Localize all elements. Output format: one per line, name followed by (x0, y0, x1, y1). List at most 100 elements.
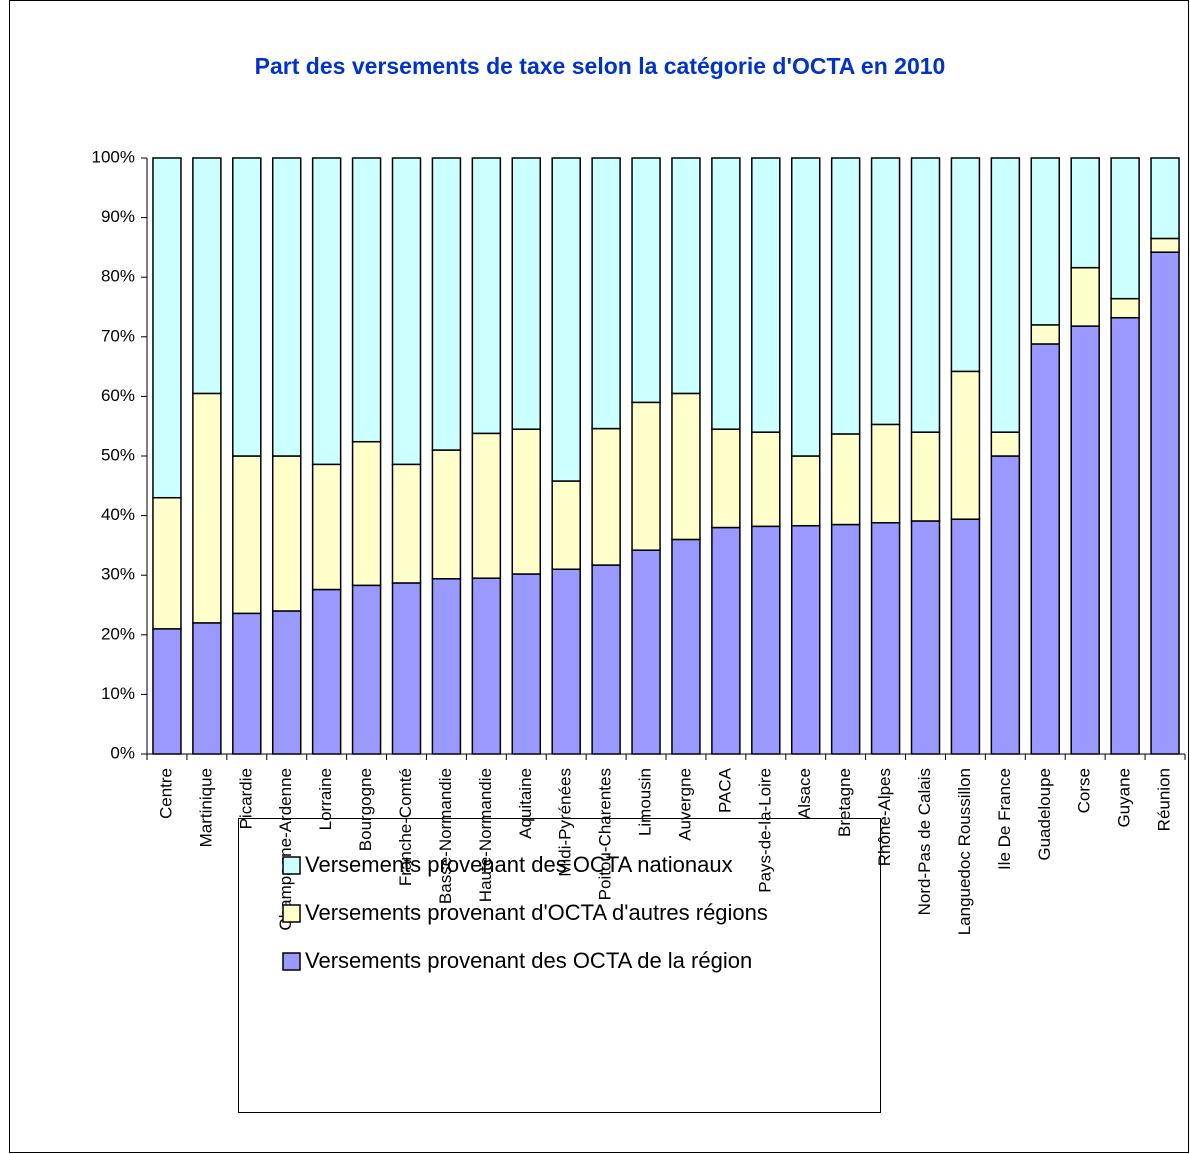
bar-segment (192, 392, 222, 624)
bar-segment (271, 610, 302, 755)
legend (238, 818, 881, 1113)
x-tick-label: Ile De France (995, 768, 1014, 870)
bar-segment (990, 455, 1021, 755)
bar-segment (870, 522, 901, 755)
bar-segment (1070, 325, 1100, 755)
bar-segment (1030, 324, 1061, 345)
bar-segment (830, 523, 861, 755)
legend-swatch (282, 856, 301, 875)
x-tick-label: Auvergne (675, 768, 694, 841)
bar-segment (311, 463, 342, 591)
bar-segment (591, 564, 621, 755)
legend-label: Versements provenant des OCTA de la régi… (305, 948, 752, 973)
bar-segment (1150, 251, 1180, 755)
bar-segment (950, 157, 981, 373)
x-tick-label: Champagne-Ardenne (276, 768, 295, 931)
bar-segment (511, 573, 542, 755)
bar-segment (351, 157, 382, 443)
bar-segment (1030, 157, 1061, 326)
y-tick-label: 90% (101, 207, 135, 226)
x-tick-label: Languedoc Roussillon (955, 768, 974, 935)
x-tick-label: Franche-Comté (396, 768, 415, 886)
y-tick-label: 20% (101, 624, 135, 643)
x-tick-label: Réunion (1155, 768, 1174, 831)
bar-segment (1070, 157, 1100, 269)
bar-segment (511, 157, 542, 430)
x-tick-label: Picardie (236, 768, 255, 829)
bar-segment (1030, 343, 1061, 755)
bar-segment (950, 370, 981, 520)
bar-segment (790, 157, 821, 457)
bar-segment (990, 157, 1021, 433)
bar-segment (232, 157, 262, 457)
bar-segment (1150, 237, 1180, 253)
bar-segment (790, 524, 821, 755)
bar-segment (1110, 297, 1140, 319)
bar-segment (431, 578, 462, 755)
x-tick-label: Limousin (636, 768, 655, 836)
x-tick-label: Lorraine (316, 768, 335, 830)
bar-segment (751, 157, 781, 433)
bar-segment (471, 157, 502, 435)
bar-segment (551, 480, 581, 570)
legend-swatch (282, 904, 301, 923)
x-tick-label: Alsace (795, 768, 814, 819)
bar-segment (152, 628, 182, 755)
y-tick-label: 70% (101, 326, 135, 345)
bar-segment (711, 157, 741, 430)
bar-segment (631, 157, 661, 404)
bar-segment (351, 584, 382, 755)
bar-segment (950, 518, 981, 755)
bar-segment (631, 549, 661, 755)
x-tick-label: Midi-Pyrénées (556, 768, 575, 877)
bar-segment (192, 622, 222, 755)
bar-segment (830, 157, 861, 435)
bar-segment (591, 157, 621, 430)
bar-segment (431, 157, 462, 451)
y-tick-label: 30% (101, 565, 135, 584)
x-tick-label: Pays-de-la-Loire (755, 768, 774, 893)
bar-segment (711, 428, 741, 529)
bar-segment (391, 582, 422, 755)
x-tick-label: Corse (1075, 768, 1094, 813)
x-tick-label: Bourgogne (356, 768, 375, 851)
bar-segment (271, 157, 302, 457)
bar-segment (671, 538, 701, 755)
x-tick-label: Aquitaine (516, 768, 535, 839)
y-tick-label: 50% (101, 445, 135, 464)
bar-segment (870, 157, 901, 426)
bar-segment (1110, 316, 1140, 755)
bar-segment (671, 157, 701, 395)
bar-segment (511, 428, 542, 575)
bar-segment (790, 455, 821, 527)
bar-segment (631, 401, 661, 551)
bar-segment (990, 431, 1021, 457)
bar-segment (152, 157, 182, 499)
x-tick-label: Poitou-Charentes (596, 768, 615, 900)
y-tick-label: 80% (101, 267, 135, 286)
x-tick-label: Martinique (196, 768, 215, 847)
bar-segment (471, 432, 502, 579)
bar-segment (271, 455, 302, 612)
bar-segment (551, 568, 581, 755)
bar-segment (351, 440, 382, 587)
x-tick-label: Guadeloupe (1035, 768, 1054, 861)
bar-segment (870, 423, 901, 524)
legend-label: Versements provenant des OCTA nationaux (305, 852, 733, 877)
bar-segment (551, 157, 581, 482)
y-tick-label: 60% (101, 386, 135, 405)
bar-segment (431, 449, 462, 580)
bar-segment (232, 612, 262, 755)
bar-segment (1110, 157, 1140, 300)
bar-segment (1070, 266, 1100, 327)
y-tick-label: 100% (92, 147, 135, 166)
bar-segment (152, 496, 182, 630)
bar-segment (311, 588, 342, 755)
bar-segment (910, 431, 941, 522)
bar-segment (232, 455, 262, 615)
y-tick-label: 10% (101, 684, 135, 703)
chart-title: Part des versements de taxe selon la cat… (255, 53, 946, 79)
bar-segment (591, 427, 621, 566)
bar-segment (671, 392, 701, 541)
